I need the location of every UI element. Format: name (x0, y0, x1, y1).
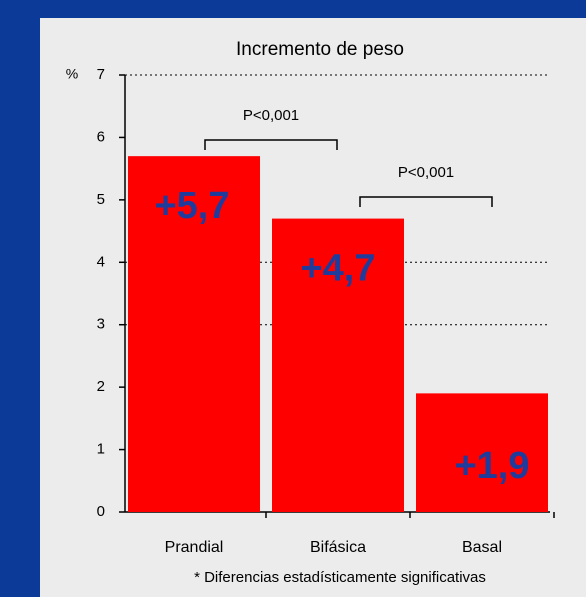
bracket (359, 196, 493, 207)
data-label: +1,9 (454, 445, 529, 487)
y-tick-label: 2 (97, 378, 105, 395)
bracket (204, 139, 338, 150)
y-tick-label: 6 (97, 128, 105, 145)
x-tick-label: Basal (462, 539, 502, 556)
y-tick-label: 1 (97, 441, 105, 458)
x-tick-label: Bifásica (310, 539, 366, 556)
y-axis-label: % (66, 66, 78, 82)
y-tick-label: 0 (97, 503, 105, 520)
bar (416, 393, 548, 512)
footnote: * Diferencias estadísticamente significa… (194, 569, 486, 586)
data-label: +4,7 (300, 248, 375, 290)
data-label: +5,7 (154, 185, 229, 227)
x-tick-label: Prandial (165, 539, 224, 556)
chart-title: Incremento de peso (236, 39, 404, 60)
y-tick-label: 3 (97, 316, 105, 333)
annotation: P<0,001 (243, 107, 299, 124)
y-tick-label: 5 (97, 191, 105, 208)
bar (128, 156, 260, 512)
y-tick-label: 7 (97, 66, 105, 83)
annotation: P<0,001 (398, 164, 454, 181)
y-tick-label: 4 (97, 253, 105, 270)
bar (272, 218, 404, 513)
